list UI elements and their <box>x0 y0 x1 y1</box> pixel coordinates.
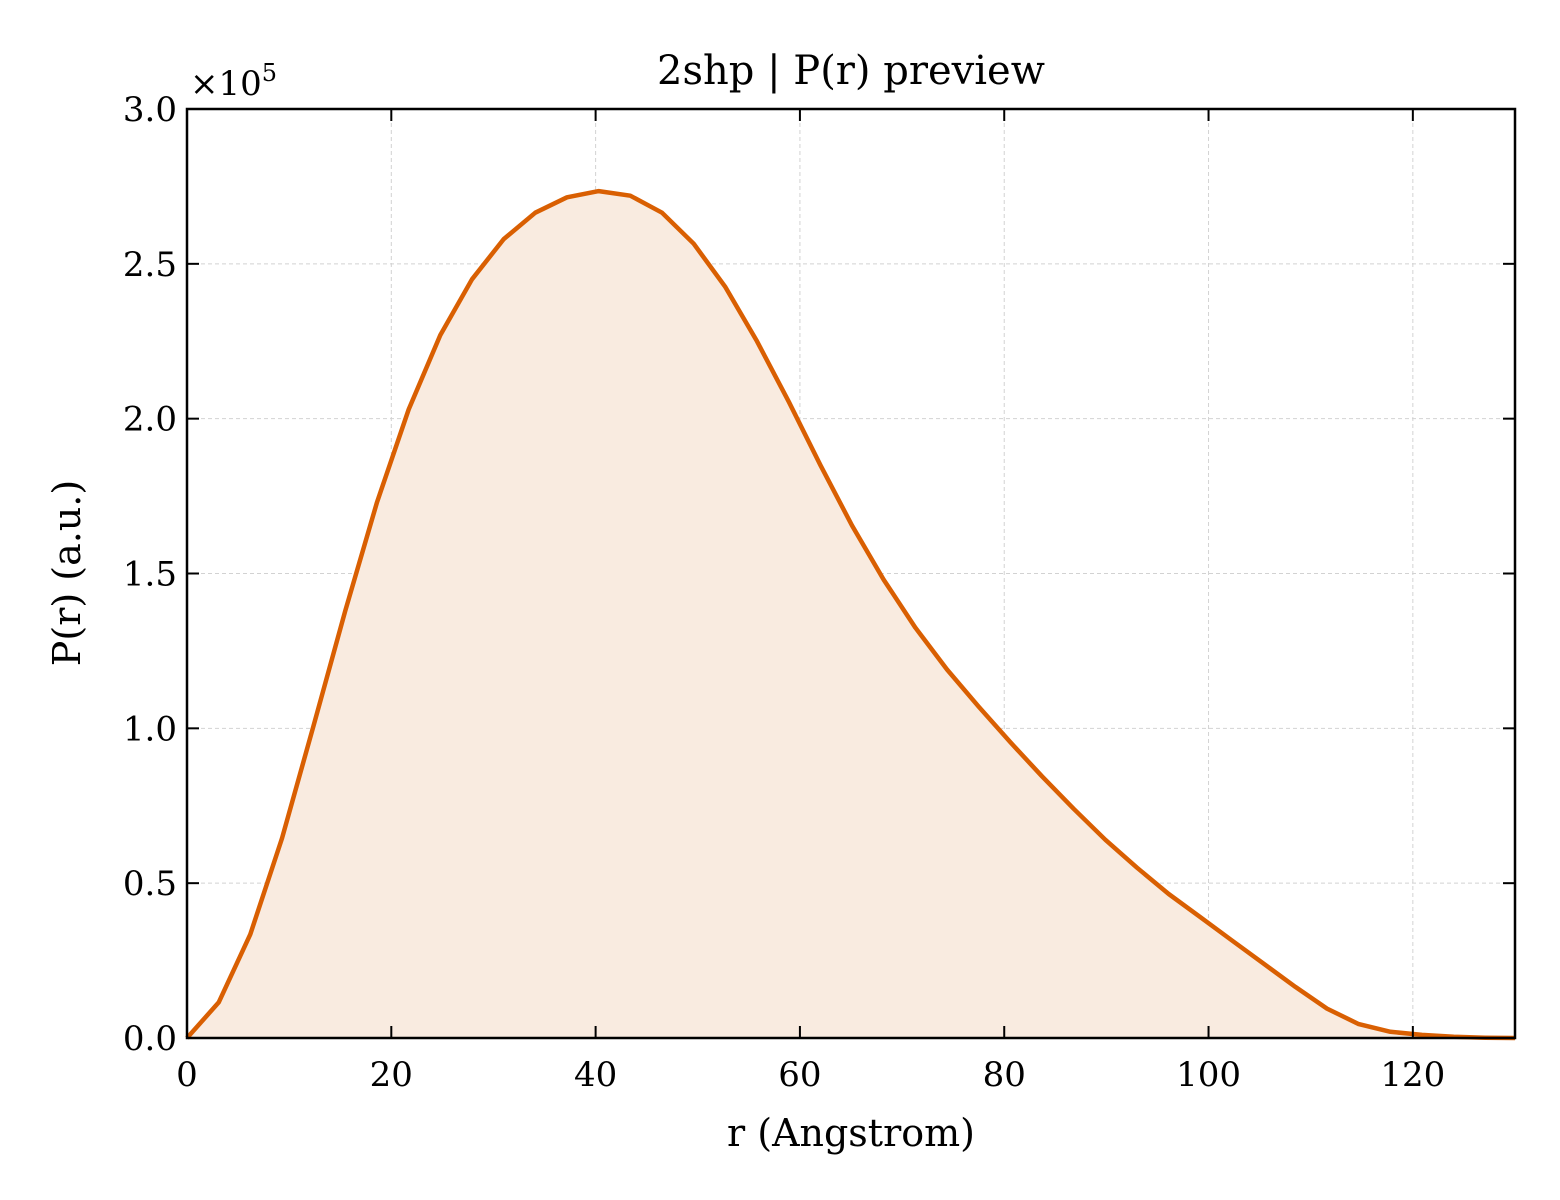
y-tick-label-6: 3.0 <box>123 90 177 130</box>
x-tick-label-4: 80 <box>983 1055 1026 1095</box>
y-tick-label-4: 2.0 <box>123 400 177 440</box>
y-tick-label-5: 2.5 <box>123 245 177 285</box>
x-tick-label-3: 60 <box>778 1055 821 1095</box>
x-tick-label-5: 100 <box>1176 1055 1241 1095</box>
pr-area-fill <box>187 191 1515 1039</box>
y-multiplier: ×105 <box>190 59 277 104</box>
x-axis-label: r (Angstrom) <box>727 1111 975 1155</box>
x-tick-label-0: 0 <box>176 1055 198 1095</box>
chart-title: 2shp | P(r) preview <box>657 48 1045 94</box>
x-tick-label-2: 40 <box>574 1055 617 1095</box>
y-tick-label-0: 0.0 <box>123 1019 177 1059</box>
pr-line <box>185 188 1516 1041</box>
x-tick-label-6: 120 <box>1380 1055 1445 1095</box>
axis-ticks: 0 20 40 60 80 100 120 0.0 0.5 1.0 1.5 2.0 2.5 3.0 <box>123 90 1515 1095</box>
x-tick-label-1: 20 <box>370 1055 413 1095</box>
y-tick-label-3: 1.5 <box>123 555 177 595</box>
y-tick-label-2: 1.0 <box>123 709 177 749</box>
y-axis-label: P(r) (a.u.) <box>45 480 89 666</box>
y-tick-label-1: 0.5 <box>123 864 177 904</box>
